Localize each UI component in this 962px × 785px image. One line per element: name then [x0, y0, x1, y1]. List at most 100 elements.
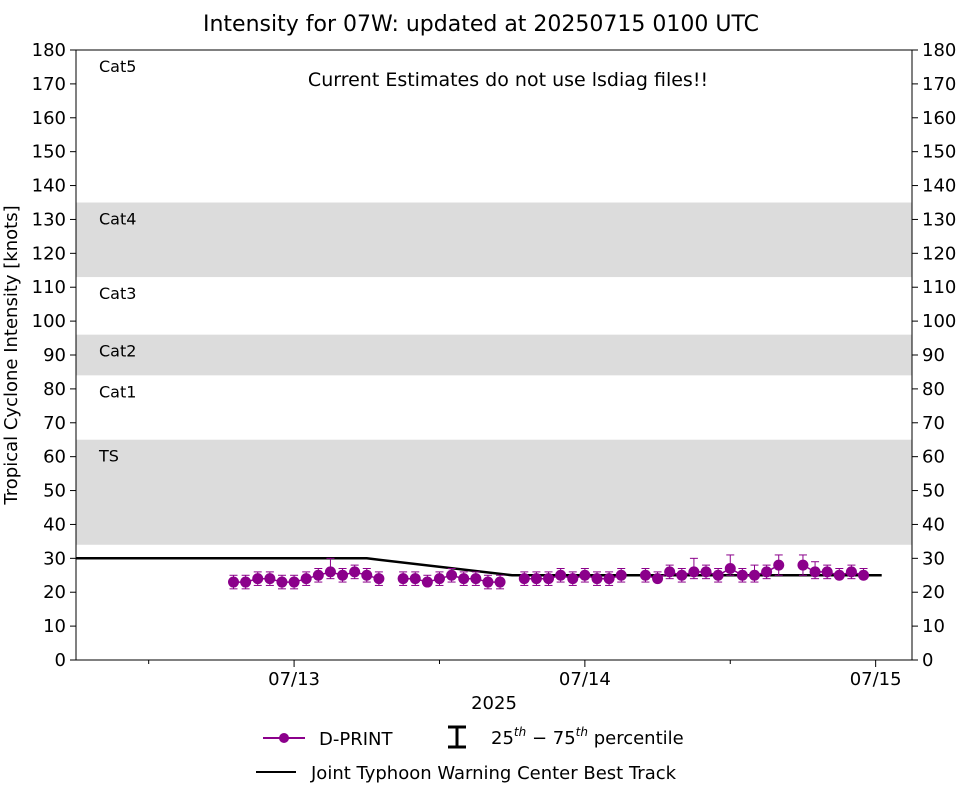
x-tick-label: 07/13 — [268, 669, 320, 690]
legend-percentile-suffix: percentile — [588, 728, 684, 749]
dprint-point — [797, 559, 809, 571]
y-tick-label-right: 110 — [922, 277, 956, 298]
dprint-point — [615, 569, 627, 581]
dprint-point — [603, 573, 615, 585]
x-tick-label: 07/15 — [850, 669, 902, 690]
y-tick-label-right: 30 — [922, 548, 945, 569]
dprint-point — [264, 573, 276, 585]
plot-frame — [75, 49, 913, 661]
dprint-point — [736, 569, 748, 581]
y-tick-label-left: 20 — [43, 582, 66, 603]
y-tick-label-right: 170 — [922, 74, 956, 95]
y-tick-label-left: 130 — [32, 209, 66, 230]
dprint-point — [688, 566, 700, 578]
plot-area: TS Cat1 Cat2 Cat3 Cat4 Cat5 0 0 10 10 20 20 30 30 40 40… — [32, 40, 957, 690]
dprint-point — [712, 569, 724, 581]
dprint-point — [482, 576, 494, 588]
y-tick-label-right: 70 — [922, 413, 945, 434]
y-tick-label-left: 110 — [32, 277, 66, 298]
y-tick-label-right: 90 — [922, 345, 945, 366]
dprint-point — [773, 559, 785, 571]
y-tick-label-right: 50 — [922, 481, 945, 502]
y-tick-label-left: 60 — [43, 447, 66, 468]
category-label-cat1: Cat1 — [99, 382, 136, 401]
annotation-text: Current Estimates do not use lsdiag file… — [308, 69, 708, 91]
dprint-point — [579, 569, 591, 581]
y-tick-label-right: 60 — [922, 447, 945, 468]
y-tick-label-left: 70 — [43, 413, 66, 434]
dprint-point — [324, 566, 336, 578]
x-tick-label: 07/14 — [559, 669, 611, 690]
dprint-point — [240, 576, 252, 588]
dprint-point — [349, 566, 361, 578]
chart-title: Intensity for 07W: updated at 20250715 0… — [203, 12, 759, 37]
category-label-cat2: Cat2 — [99, 342, 136, 361]
y-tick-label-left: 140 — [32, 176, 66, 197]
dprint-point — [652, 573, 664, 585]
dprint-point — [591, 573, 603, 585]
y-tick-label-right: 10 — [922, 616, 945, 637]
legend-percentile-label: 25th − 75th percentile — [491, 725, 684, 749]
dprint-point — [700, 566, 712, 578]
y-tick-label-left: 100 — [32, 311, 66, 332]
dprint-point — [748, 569, 760, 581]
dprint-point — [858, 569, 870, 581]
dprint-point — [821, 566, 833, 578]
legend: D-PRINT 25th − 75th percentile Joint Typ… — [256, 725, 684, 784]
y-tick-label-right: 80 — [922, 379, 945, 400]
y-tick-label-left: 170 — [32, 74, 66, 95]
dprint-point — [433, 573, 445, 585]
y-tick-label-left: 120 — [32, 243, 66, 264]
legend-percentile-mid: − 75 — [526, 728, 575, 749]
dprint-point — [567, 573, 579, 585]
y-tick-label-right: 0 — [922, 650, 933, 671]
y-tick-label-right: 40 — [922, 514, 945, 535]
legend-errorbar-icon — [448, 725, 466, 749]
dprint-point — [361, 569, 373, 581]
dprint-point — [555, 569, 567, 581]
dprint-point — [252, 573, 264, 585]
category-label-cat3: Cat3 — [99, 284, 136, 303]
category-band-cat2 — [76, 334, 912, 376]
y-tick-label-left: 90 — [43, 345, 66, 366]
dprint-point — [288, 576, 300, 588]
y-tick-label-right: 150 — [922, 142, 956, 163]
legend-percentile-sup1: th — [514, 725, 526, 739]
y-tick-label-left: 50 — [43, 481, 66, 502]
category-label-ts: TS — [98, 447, 119, 466]
dprint-point — [845, 566, 857, 578]
dprint-point — [809, 566, 821, 578]
dprint-point — [300, 573, 312, 585]
y-tick-label-left: 0 — [55, 650, 66, 671]
dprint-point — [761, 566, 773, 578]
category-band-ts — [76, 439, 912, 545]
legend-percentile-sup2: th — [576, 725, 588, 739]
y-tick-label-right: 140 — [922, 176, 956, 197]
legend-percentile-prefix: 25 — [491, 728, 514, 749]
dprint-point — [664, 566, 676, 578]
dprint-point — [639, 569, 651, 581]
x-axis-label: 2025 — [471, 693, 517, 714]
y-tick-label-left: 150 — [32, 142, 66, 163]
y-axis-label: Tropical Cyclone Intensity [knots] — [1, 205, 22, 505]
dprint-point — [724, 563, 736, 574]
dprint-point — [543, 573, 555, 585]
y-tick-label-left: 40 — [43, 514, 66, 535]
legend-besttrack-label: Joint Typhoon Warning Center Best Track — [310, 763, 677, 784]
dprint-point — [494, 576, 506, 588]
dprint-point — [373, 573, 385, 585]
dprint-point — [276, 576, 288, 588]
dprint-point — [833, 569, 845, 581]
dprint-point — [397, 573, 409, 585]
y-tick-label-right: 160 — [922, 108, 956, 129]
legend-dprint-label: D-PRINT — [319, 729, 393, 750]
y-tick-label-right: 180 — [922, 40, 956, 61]
dprint-point — [458, 573, 470, 585]
dprint-point — [518, 573, 530, 585]
y-tick-label-right: 100 — [922, 311, 956, 332]
y-tick-label-right: 130 — [922, 209, 956, 230]
dprint-point — [446, 569, 458, 581]
y-tick-label-left: 10 — [43, 616, 66, 637]
